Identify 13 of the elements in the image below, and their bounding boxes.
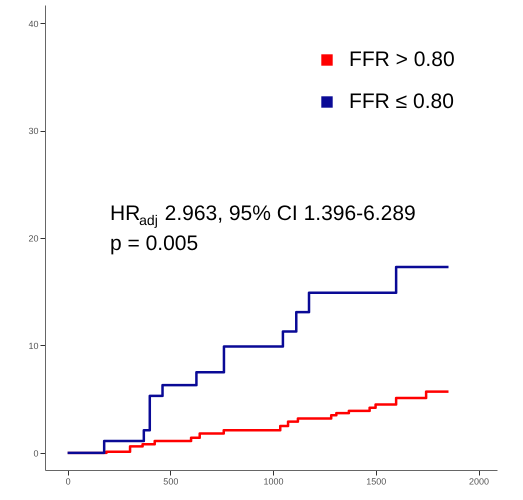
legend-label: FFR > 0.80 xyxy=(349,48,455,71)
x-tick-label: 2000 xyxy=(468,476,490,486)
x-tick-label: 1000 xyxy=(264,476,284,486)
legend-label: FFR ≤ 0.80 xyxy=(349,90,454,113)
x-tick-label: 1500 xyxy=(366,476,386,486)
annotation: p = 0.005 xyxy=(110,232,198,255)
y-tick-label: 30 xyxy=(28,126,38,136)
y-tick-label: 10 xyxy=(28,340,38,351)
y-tick-label: 0 xyxy=(33,448,38,458)
x-tick-label: 500 xyxy=(163,476,178,486)
y-tick-label: 40 xyxy=(28,18,38,29)
x-tick-label: 0 xyxy=(66,476,71,486)
y-tick-label: 20 xyxy=(28,234,38,244)
